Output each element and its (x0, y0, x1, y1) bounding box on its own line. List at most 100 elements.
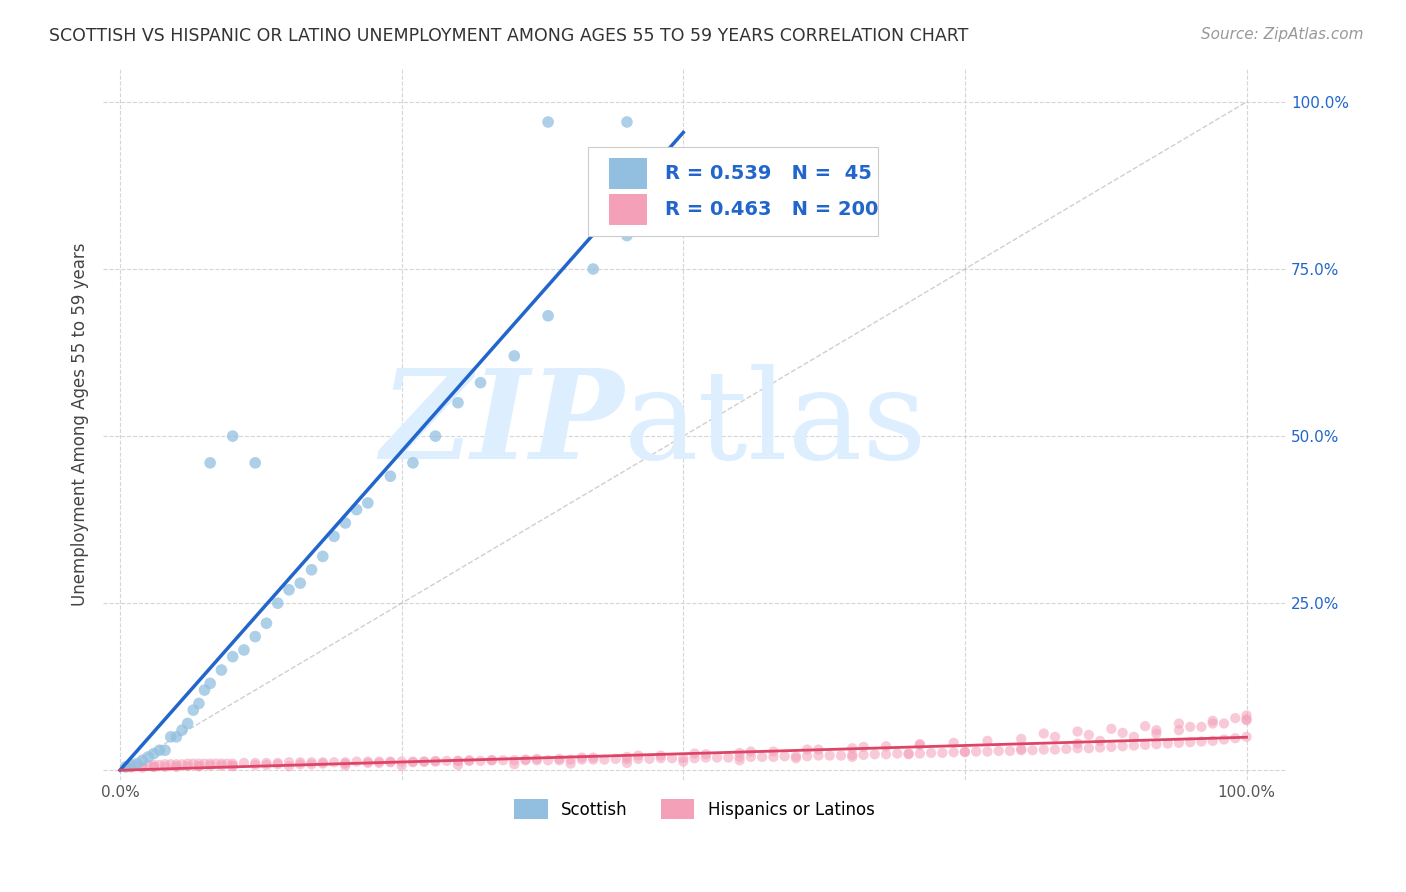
Point (1077, 728, 1099, 742)
Point (187, 759, 209, 773)
Point (526, 752, 548, 766)
Point (165, 757, 187, 772)
Point (773, 749, 796, 764)
Point (953, 745, 976, 759)
Point (278, 759, 301, 773)
Point (650, 751, 672, 765)
Point (1010, 731, 1032, 746)
Point (148, 743, 170, 757)
Point (537, 115, 560, 129)
Point (526, 753, 548, 767)
Point (1168, 723, 1191, 738)
Point (695, 747, 717, 762)
Point (301, 563, 323, 577)
Point (165, 759, 187, 773)
Point (683, 751, 706, 765)
Point (204, 756, 226, 771)
Point (1088, 734, 1111, 748)
Point (181, 756, 204, 771)
Point (875, 747, 897, 762)
Point (402, 456, 425, 470)
Point (323, 529, 346, 543)
Point (1191, 734, 1213, 748)
Point (346, 502, 368, 516)
Point (728, 753, 751, 767)
Point (153, 760, 176, 774)
Point (120, 760, 142, 774)
Point (650, 748, 672, 763)
Point (221, 429, 243, 443)
Point (335, 756, 357, 771)
Point (1236, 708, 1258, 723)
Point (125, 756, 148, 771)
Point (278, 756, 301, 770)
Point (515, 753, 537, 767)
Point (548, 753, 571, 767)
Point (1202, 716, 1225, 731)
Point (290, 576, 312, 591)
Point (425, 755, 447, 769)
Point (852, 739, 875, 754)
Point (165, 730, 187, 744)
Point (560, 753, 582, 767)
Point (323, 756, 346, 770)
Point (368, 756, 391, 770)
Point (1202, 714, 1225, 728)
Point (142, 747, 165, 761)
Point (425, 429, 447, 443)
Bar (609, 194, 647, 225)
Point (481, 753, 503, 767)
Point (267, 596, 290, 610)
Point (470, 754, 492, 768)
Point (198, 676, 221, 690)
Point (413, 755, 436, 769)
Point (312, 756, 335, 770)
Point (931, 746, 953, 760)
Point (136, 750, 159, 764)
Point (818, 748, 841, 763)
Point (114, 760, 136, 774)
Point (785, 751, 807, 765)
Point (335, 756, 357, 770)
Point (672, 175, 695, 189)
Point (740, 750, 762, 764)
Point (987, 744, 1010, 758)
Point (170, 723, 193, 738)
Point (683, 747, 706, 761)
Point (616, 228, 638, 243)
Point (447, 754, 470, 768)
Point (136, 758, 159, 772)
Point (193, 756, 215, 771)
Point (706, 750, 728, 764)
Point (357, 496, 380, 510)
Point (312, 549, 335, 564)
Point (1043, 730, 1066, 744)
Point (695, 750, 717, 764)
Point (159, 730, 181, 744)
Point (267, 757, 290, 772)
Point (785, 749, 807, 764)
Point (380, 469, 402, 483)
Point (503, 349, 526, 363)
Point (1099, 722, 1122, 736)
Point (1225, 711, 1247, 725)
Point (245, 756, 267, 770)
Point (1180, 735, 1202, 749)
Point (672, 751, 695, 765)
Point (125, 758, 148, 772)
Point (1111, 739, 1133, 754)
Point (256, 756, 278, 770)
Point (728, 746, 751, 760)
Point (198, 756, 221, 771)
Point (841, 750, 863, 764)
Point (1225, 731, 1247, 746)
Point (380, 756, 402, 770)
Point (481, 753, 503, 767)
Point (290, 756, 312, 770)
Point (661, 751, 683, 765)
Point (953, 745, 976, 759)
Point (233, 756, 256, 770)
Point (1213, 716, 1236, 731)
Point (245, 758, 267, 772)
Point (221, 649, 243, 664)
